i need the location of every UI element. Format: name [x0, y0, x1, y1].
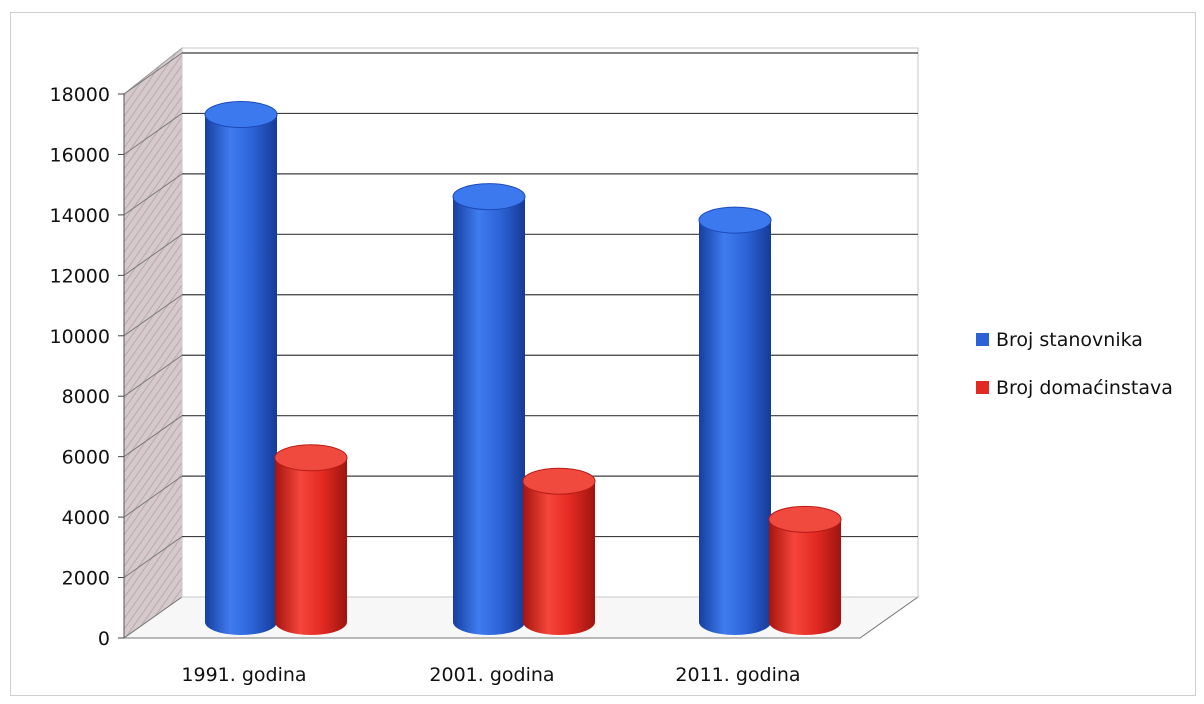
bar-0-0 — [204, 101, 278, 636]
legend-swatch — [976, 333, 989, 346]
y-tick-label: 10000 — [50, 326, 110, 348]
gridline-side — [123, 475, 183, 518]
gridline-side — [123, 354, 183, 397]
bar-body — [523, 481, 595, 635]
bar-top — [768, 505, 842, 533]
y-tick-label: 6000 — [62, 447, 110, 469]
y-tick-label: 4000 — [62, 507, 110, 529]
bars — [204, 101, 842, 636]
bar-top — [452, 183, 526, 211]
gridline-side — [123, 536, 183, 578]
x-tick-label: 1991. godina — [181, 664, 306, 686]
legend-label: Broj stanovnika — [996, 329, 1143, 351]
bar-top — [274, 444, 348, 472]
gridline-side — [123, 233, 183, 276]
bar-body — [769, 519, 841, 635]
bar-1-2 — [768, 505, 842, 635]
bar-body — [205, 114, 277, 636]
gridline-side — [123, 173, 183, 216]
y-tick-label: 8000 — [62, 386, 110, 408]
bar-body — [699, 220, 771, 635]
y-tick-label: 0 — [98, 628, 110, 650]
gridline-side — [123, 52, 183, 95]
y-tick-label: 16000 — [50, 144, 110, 166]
x-axis: 1991. godina 2001. godina 2011. godina — [181, 664, 800, 686]
bar-top — [204, 101, 278, 129]
bar-0-2 — [698, 206, 772, 635]
x-tick-label: 2011. godina — [675, 664, 800, 686]
gridline-side — [123, 294, 183, 337]
legend-swatch — [976, 381, 989, 394]
bar-top — [522, 467, 596, 495]
bar-body — [275, 457, 347, 635]
side-wall — [123, 46, 183, 639]
x-tick-label: 2001. godina — [429, 664, 554, 686]
gridline-side — [123, 113, 183, 155]
legend-label: Broj domaćinstava — [996, 377, 1173, 399]
bar-1-0 — [274, 444, 348, 635]
y-tick-label: 14000 — [50, 205, 110, 227]
y-tick-label: 18000 — [50, 84, 110, 106]
legend: Broj stanovnika Broj domaćinstava — [976, 329, 1173, 399]
bar-body — [453, 196, 525, 635]
gridline-side — [123, 415, 183, 458]
bar-top — [698, 206, 772, 234]
y-tick-label: 2000 — [62, 568, 110, 590]
y-axis: 0 2000 4000 6000 8000 10000 12000 14000 16000 180… — [50, 84, 125, 650]
bar-0-1 — [452, 183, 526, 635]
bar-1-1 — [522, 467, 596, 635]
y-tick-label: 12000 — [50, 265, 110, 287]
